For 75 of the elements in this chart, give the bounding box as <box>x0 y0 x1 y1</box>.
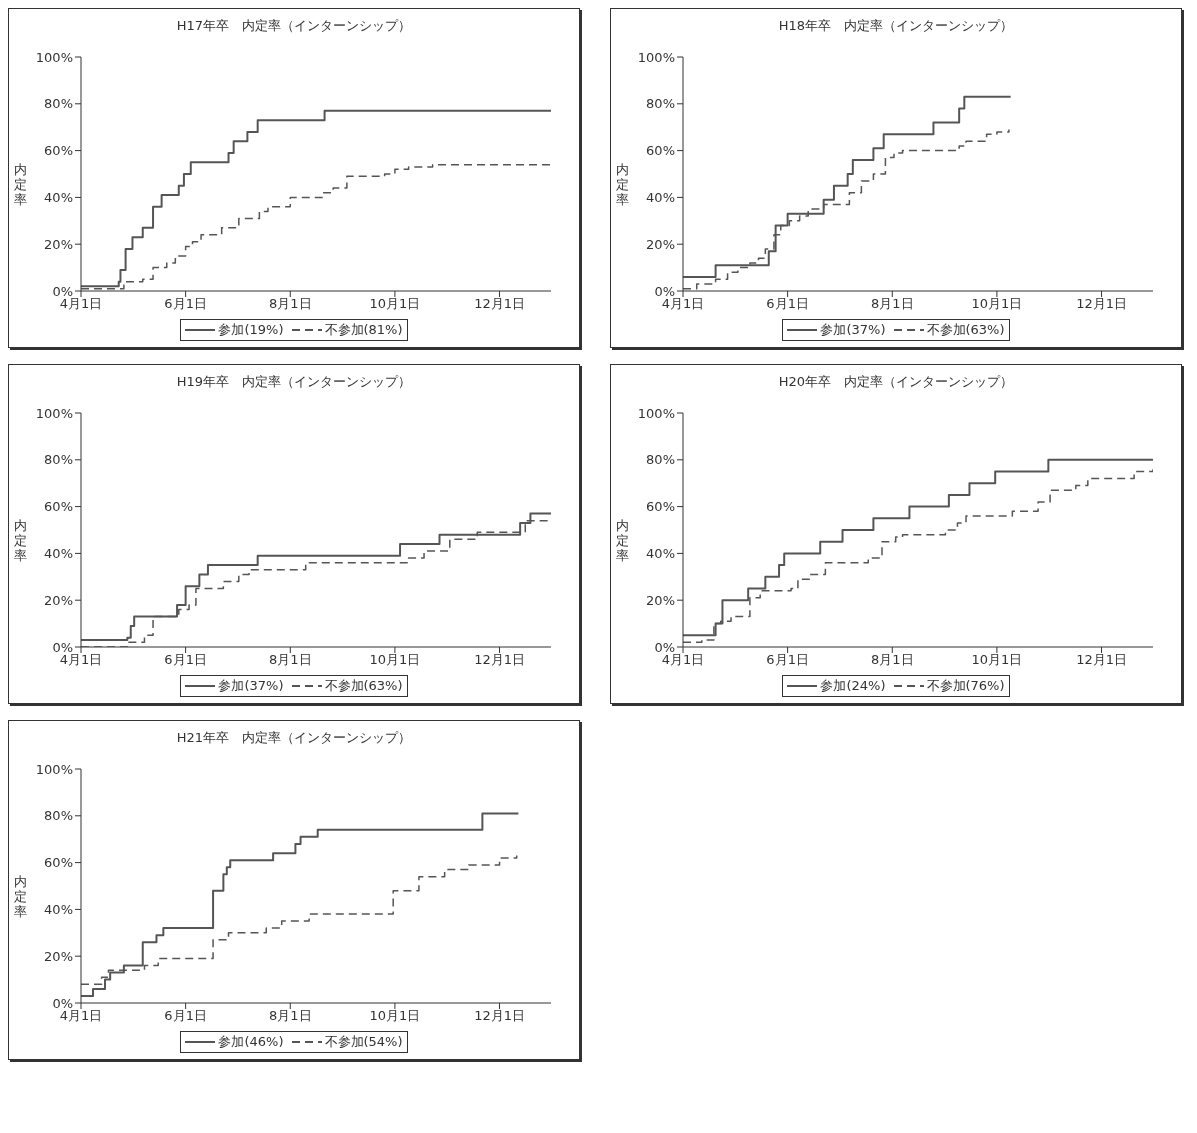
y-axis-title: 内定率 <box>614 517 630 563</box>
chart-title: H19年卒 内定率（インターンシップ） <box>175 373 413 391</box>
y-tick-label: 20% <box>44 948 73 964</box>
x-tick-label: 12月1日 <box>474 296 525 312</box>
chart-title: H17年卒 内定率（インターンシップ） <box>175 17 413 35</box>
legend-label: 不参加(81%) <box>324 321 403 339</box>
legend-label: 不参加(54%) <box>324 1033 403 1051</box>
y-tick-label: 100% <box>35 761 73 777</box>
y-tick-label: 80% <box>44 452 73 468</box>
x-tick-label: 8月1日 <box>269 296 312 312</box>
y-tick-label: 100% <box>637 49 675 65</box>
y-tick-label: 80% <box>44 96 73 112</box>
y-axis-title: 内定率 <box>614 161 630 207</box>
chart-title: H20年卒 内定率（インターンシップ） <box>777 373 1015 391</box>
x-tick-label: 10月1日 <box>971 652 1023 668</box>
legend-label: 参加(19%) <box>218 321 284 339</box>
chart-title: H18年卒 内定率（インターンシップ） <box>777 17 1015 35</box>
y-tick-label: 40% <box>646 190 675 206</box>
x-tick-label: 6月1日 <box>164 652 207 668</box>
y-tick-label: 0% <box>654 283 675 299</box>
y-tick-label: 80% <box>646 96 675 112</box>
x-tick-label: 4月1日 <box>59 1008 103 1024</box>
x-tick-label: 12月1日 <box>1076 296 1127 312</box>
legend-label: 参加(37%) <box>218 677 284 695</box>
y-axis-title: 内定率 <box>12 873 28 919</box>
y-tick-label: 60% <box>646 499 675 515</box>
x-tick-label: 6月1日 <box>766 652 809 668</box>
y-tick-label: 40% <box>44 902 73 918</box>
x-tick-label: 4月1日 <box>661 652 705 668</box>
y-axis-title: 内定率 <box>12 161 28 207</box>
chart-title: H21年卒 内定率（インターンシップ） <box>175 729 413 747</box>
x-tick-label: 8月1日 <box>871 296 914 312</box>
y-axis-title: 内定率 <box>12 517 28 563</box>
legend-label: 不参加(63%) <box>926 321 1005 339</box>
y-tick-label: 60% <box>646 143 675 159</box>
y-tick-label: 0% <box>52 283 73 299</box>
y-tick-label: 0% <box>52 639 73 655</box>
x-tick-label: 4月1日 <box>59 652 103 668</box>
legend-label: 参加(24%) <box>820 677 886 695</box>
x-tick-label: 4月1日 <box>59 296 103 312</box>
y-tick-label: 100% <box>637 405 675 421</box>
x-tick-label: 12月1日 <box>474 1008 525 1024</box>
y-tick-label: 20% <box>646 236 675 252</box>
y-tick-label: 80% <box>44 808 73 824</box>
y-tick-label: 40% <box>646 546 675 562</box>
x-tick-label: 8月1日 <box>269 1008 312 1024</box>
legend-label: 参加(46%) <box>218 1033 284 1051</box>
y-tick-label: 40% <box>44 546 73 562</box>
x-tick-label: 6月1日 <box>164 1008 207 1024</box>
x-tick-label: 10月1日 <box>369 296 421 312</box>
x-tick-label: 12月1日 <box>1076 652 1127 668</box>
x-tick-label: 4月1日 <box>661 296 705 312</box>
y-tick-label: 100% <box>35 49 73 65</box>
x-tick-label: 10月1日 <box>971 296 1023 312</box>
legend-label: 不参加(63%) <box>324 677 403 695</box>
y-tick-label: 40% <box>44 190 73 206</box>
x-tick-label: 6月1日 <box>164 296 207 312</box>
x-tick-label: 8月1日 <box>269 652 312 668</box>
x-tick-label: 12月1日 <box>474 652 525 668</box>
y-tick-label: 0% <box>654 639 675 655</box>
x-tick-label: 10月1日 <box>369 652 421 668</box>
x-tick-label: 6月1日 <box>766 296 809 312</box>
y-tick-label: 60% <box>44 855 73 871</box>
y-tick-label: 60% <box>44 499 73 515</box>
y-tick-label: 0% <box>52 995 73 1011</box>
legend-label: 不参加(76%) <box>926 677 1005 695</box>
legend-label: 参加(37%) <box>820 321 886 339</box>
y-tick-label: 20% <box>44 236 73 252</box>
y-tick-label: 60% <box>44 143 73 159</box>
y-tick-label: 80% <box>646 452 675 468</box>
y-tick-label: 100% <box>35 405 73 421</box>
y-tick-label: 20% <box>44 592 73 608</box>
x-tick-label: 8月1日 <box>871 652 914 668</box>
y-tick-label: 20% <box>646 592 675 608</box>
x-tick-label: 10月1日 <box>369 1008 421 1024</box>
